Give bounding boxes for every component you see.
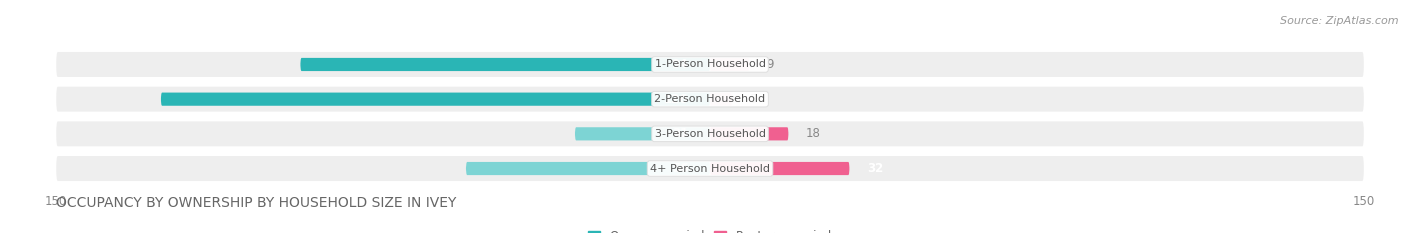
FancyBboxPatch shape: [56, 156, 1364, 181]
FancyBboxPatch shape: [710, 93, 731, 106]
Text: Source: ZipAtlas.com: Source: ZipAtlas.com: [1281, 16, 1399, 26]
Text: 9: 9: [766, 58, 775, 71]
Text: 56: 56: [672, 162, 689, 175]
Text: 18: 18: [806, 127, 821, 140]
FancyBboxPatch shape: [575, 127, 710, 140]
FancyBboxPatch shape: [160, 93, 710, 106]
Text: 4+ Person Household: 4+ Person Household: [650, 164, 770, 174]
Text: 1-Person Household: 1-Person Household: [655, 59, 765, 69]
Text: 32: 32: [868, 162, 883, 175]
FancyBboxPatch shape: [56, 87, 1364, 112]
FancyBboxPatch shape: [710, 127, 789, 140]
FancyBboxPatch shape: [56, 52, 1364, 77]
FancyBboxPatch shape: [56, 121, 1364, 146]
Text: 5: 5: [749, 93, 756, 106]
Text: OCCUPANCY BY OWNERSHIP BY HOUSEHOLD SIZE IN IVEY: OCCUPANCY BY OWNERSHIP BY HOUSEHOLD SIZE…: [56, 196, 457, 210]
Text: 31: 31: [672, 127, 689, 140]
FancyBboxPatch shape: [301, 58, 710, 71]
FancyBboxPatch shape: [710, 58, 749, 71]
Legend: Owner-occupied, Renter-occupied: Owner-occupied, Renter-occupied: [583, 225, 837, 233]
Text: 126: 126: [664, 93, 689, 106]
Text: 3-Person Household: 3-Person Household: [655, 129, 765, 139]
FancyBboxPatch shape: [710, 162, 849, 175]
Text: 2-Person Household: 2-Person Household: [654, 94, 766, 104]
FancyBboxPatch shape: [465, 162, 710, 175]
Text: 94: 94: [672, 58, 689, 71]
